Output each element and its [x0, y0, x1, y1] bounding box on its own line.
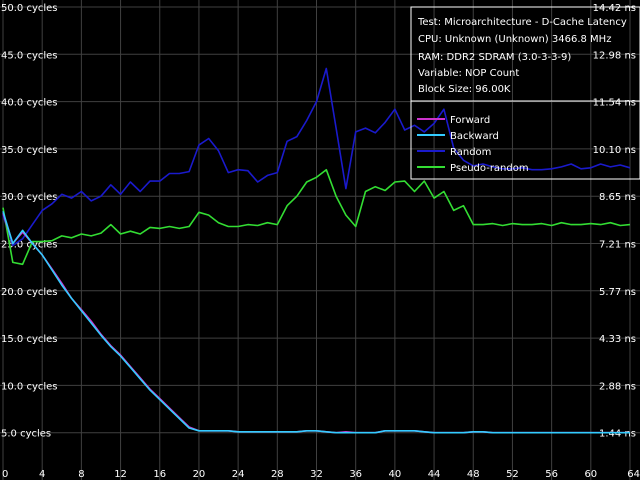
y-axis-right-labels: 1.44 ns 2.88 ns 4.33 ns 5.77 ns 7.21 ns 8.65 …	[593, 3, 636, 440]
x-tick-label: 52	[506, 469, 519, 480]
y-tick-label-right: 8.65 ns	[599, 192, 636, 203]
x-tick-label: 16	[153, 469, 166, 480]
y-tick-label-left: 10.0 cycles	[1, 381, 58, 392]
x-tick-label: 0	[2, 469, 8, 480]
y-tick-label-left: 30.0 cycles	[1, 192, 58, 203]
series-lines	[2, 67, 631, 434]
x-tick-label: 60	[584, 469, 597, 480]
y-tick-label-right: 11.54 ns	[593, 98, 636, 109]
series-line-random	[2, 67, 631, 247]
y-tick-label-left: 45.0 cycles	[1, 50, 58, 61]
x-tick-label: 40	[389, 469, 402, 480]
x-tick-label: 44	[428, 469, 441, 480]
legend: Forward Backward Random Pseudo-random	[417, 115, 529, 174]
y-tick-label-left: 5.0 cycles	[1, 429, 51, 440]
y-tick-label-right: 2.88 ns	[599, 381, 636, 392]
y-tick-label-left: 20.0 cycles	[1, 287, 58, 298]
x-tick-label: 24	[232, 469, 245, 480]
legend-label: Forward	[450, 115, 490, 126]
info-ram: RAM: DDR2 SDRAM (3.0-3-3-9)	[418, 52, 571, 63]
info-legend-box: Test: Microarchitecture - D-Cache Latenc…	[410, 6, 640, 180]
x-tick-label: 8	[78, 469, 84, 480]
x-tick-label: 64	[627, 469, 640, 480]
x-tick-label: 48	[467, 469, 480, 480]
y-tick-label-left: 35.0 cycles	[1, 145, 58, 156]
x-tick-label: 56	[545, 469, 558, 480]
y-axis-left-labels: 5.0 cycles 10.0 cycles 15.0 cycles 20.0 cyc…	[1, 3, 58, 440]
x-tick-label: 32	[310, 469, 323, 480]
y-tick-label-right: 12.98 ns	[593, 50, 636, 61]
info-legend-frame	[410, 6, 640, 180]
info-cpu: CPU: Unknown (Unknown) 3466.8 MHz	[418, 34, 611, 45]
series-line-backward	[2, 211, 630, 434]
y-tick-label-right: 14.42 ns	[593, 3, 636, 14]
x-tick-label: 20	[193, 469, 206, 480]
y-tick-label-left: 40.0 cycles	[1, 98, 58, 109]
x-tick-label: 36	[349, 469, 362, 480]
info-variable: Variable: NOP Count	[418, 68, 519, 79]
y-tick-label-right: 1.44 ns	[599, 429, 636, 440]
x-tick-label: 28	[271, 469, 284, 480]
x-tick-label: 12	[114, 469, 127, 480]
y-tick-label-left: 25.0 cycles	[1, 240, 58, 251]
y-tick-label-left: 15.0 cycles	[1, 334, 58, 345]
x-axis-labels: 0 4 8 12 16 20 24 28 32 36 40 44 48 52 56 60 64	[2, 469, 640, 480]
y-tick-label-right: 7.21 ns	[599, 240, 636, 251]
legend-label: Pseudo-random	[450, 163, 529, 174]
x-tick-label: 4	[39, 469, 45, 480]
info-test: Test: Microarchitecture - D-Cache Latenc…	[417, 17, 627, 28]
y-tick-label-right: 10.10 ns	[593, 145, 636, 156]
series-line-pseudo-random	[2, 168, 631, 266]
y-tick-label-right: 5.77 ns	[599, 287, 636, 298]
info-block-size: Block Size: 96.00K	[418, 84, 511, 95]
y-tick-label-left: 50.0 cycles	[1, 3, 58, 14]
legend-label: Backward	[450, 131, 499, 142]
y-tick-label-right: 4.33 ns	[599, 334, 636, 345]
legend-label: Random	[450, 147, 491, 158]
